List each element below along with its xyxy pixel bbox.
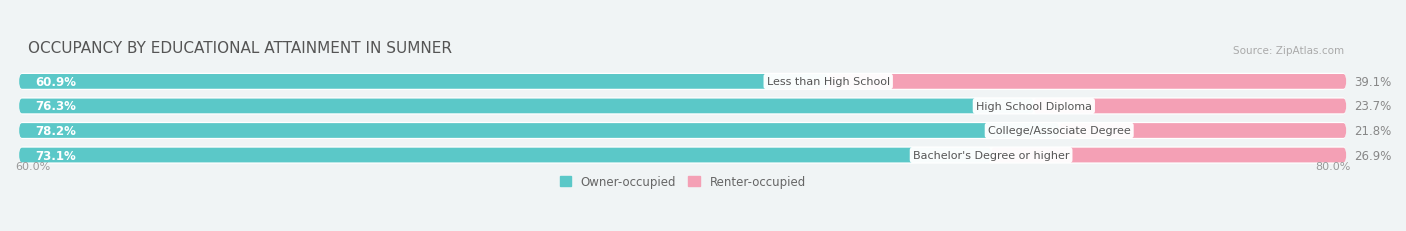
FancyBboxPatch shape xyxy=(20,124,1059,138)
FancyBboxPatch shape xyxy=(20,147,1346,164)
FancyBboxPatch shape xyxy=(991,148,1346,163)
FancyBboxPatch shape xyxy=(1033,99,1346,114)
Text: College/Associate Degree: College/Associate Degree xyxy=(988,126,1130,136)
FancyBboxPatch shape xyxy=(20,122,1346,140)
Text: 23.7%: 23.7% xyxy=(1354,100,1392,113)
Text: Bachelor's Degree or higher: Bachelor's Degree or higher xyxy=(912,150,1070,160)
Text: 78.2%: 78.2% xyxy=(35,125,76,137)
FancyBboxPatch shape xyxy=(828,75,1346,89)
Text: 60.9%: 60.9% xyxy=(35,76,76,88)
Text: 73.1%: 73.1% xyxy=(35,149,76,162)
FancyBboxPatch shape xyxy=(20,98,1346,115)
Text: 39.1%: 39.1% xyxy=(1354,76,1392,88)
FancyBboxPatch shape xyxy=(20,99,1033,114)
Text: Source: ZipAtlas.com: Source: ZipAtlas.com xyxy=(1233,46,1344,56)
Text: Less than High School: Less than High School xyxy=(766,77,890,87)
Text: 21.8%: 21.8% xyxy=(1354,125,1392,137)
Text: 80.0%: 80.0% xyxy=(1315,161,1350,171)
Text: 26.9%: 26.9% xyxy=(1354,149,1392,162)
FancyBboxPatch shape xyxy=(20,148,991,163)
FancyBboxPatch shape xyxy=(20,75,828,89)
FancyBboxPatch shape xyxy=(1059,124,1346,138)
Legend: Owner-occupied, Renter-occupied: Owner-occupied, Renter-occupied xyxy=(560,176,806,188)
Text: High School Diploma: High School Diploma xyxy=(976,101,1092,111)
Text: OCCUPANCY BY EDUCATIONAL ATTAINMENT IN SUMNER: OCCUPANCY BY EDUCATIONAL ATTAINMENT IN S… xyxy=(28,41,453,56)
FancyBboxPatch shape xyxy=(20,73,1346,91)
Text: 76.3%: 76.3% xyxy=(35,100,76,113)
Text: 60.0%: 60.0% xyxy=(15,161,51,171)
